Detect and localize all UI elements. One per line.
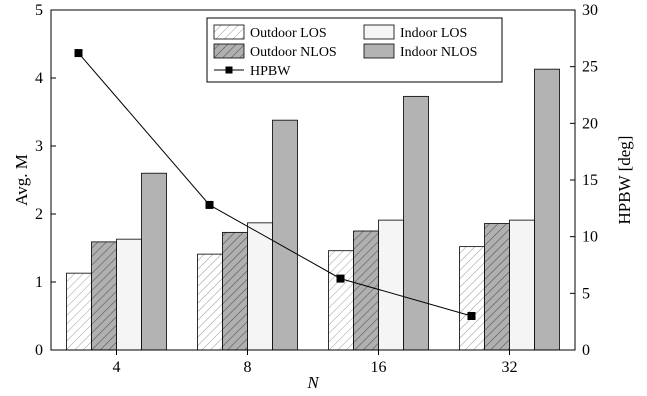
x-tick-label-8: 8 xyxy=(244,359,252,376)
left-tick-label-2: 2 xyxy=(35,206,43,223)
bar-indoor-nlos-16 xyxy=(403,95,429,351)
legend-swatch-indoor-nlos xyxy=(363,43,395,59)
bar-outdoor-los-32 xyxy=(459,246,485,351)
x-tick-label-16: 16 xyxy=(371,359,387,376)
bar-outdoor-los-16 xyxy=(328,250,354,351)
left-tick-label-0: 0 xyxy=(35,342,43,359)
right-tick-label-5: 5 xyxy=(582,285,590,302)
left-tick-label-4: 4 xyxy=(35,70,43,87)
bar-indoor-nlos-8 xyxy=(272,119,298,351)
hpbw-line xyxy=(78,52,472,317)
left-axis-title: Avg. M xyxy=(12,154,31,206)
x-tick-label-32: 32 xyxy=(502,359,518,376)
right-tick-label-30: 30 xyxy=(582,2,598,19)
right-tick-label-0: 0 xyxy=(582,342,590,359)
x-axis-title: N xyxy=(306,373,320,392)
bar-outdoor-nlos-16 xyxy=(353,230,379,351)
hpbw-line-group xyxy=(74,49,476,320)
legend-marker-hpbw xyxy=(225,66,233,74)
left-tick-label-1: 1 xyxy=(35,274,43,291)
bar-outdoor-los-8 xyxy=(197,253,223,351)
bar-indoor-los-16 xyxy=(378,219,404,351)
hpbw-point-4 xyxy=(74,49,83,58)
legend-label-indoor-los: Indoor LOS xyxy=(400,26,467,41)
legend-label-outdoor-nlos: Outdoor NLOS xyxy=(250,45,337,60)
hpbw-point-32 xyxy=(467,312,476,320)
left-tick-label-3: 3 xyxy=(35,138,43,155)
legend-swatch-outdoor-los xyxy=(213,24,245,40)
legend-label-indoor-nlos: Indoor NLOS xyxy=(400,45,477,60)
right-tick-label-10: 10 xyxy=(582,229,598,246)
right-tick-label-20: 20 xyxy=(582,115,598,132)
legend-label-hpbw: HPBW xyxy=(250,64,291,79)
legend-frame xyxy=(206,17,503,83)
bar-outdoor-los-4 xyxy=(66,272,92,351)
x-tick-label-4: 4 xyxy=(113,359,121,376)
right-tick-label-25: 25 xyxy=(582,59,598,76)
hpbw-point-8 xyxy=(205,200,214,209)
bar-outdoor-nlos-32 xyxy=(484,223,510,351)
bar-indoor-los-8 xyxy=(247,222,273,351)
hpbw-point-16 xyxy=(336,274,345,283)
right-axis-title: HPBW [deg] xyxy=(615,136,634,225)
bar-indoor-nlos-32 xyxy=(534,68,560,351)
bars-group xyxy=(66,68,560,351)
legend-swatch-indoor-los xyxy=(363,24,395,40)
right-tick-label-15: 15 xyxy=(582,172,598,189)
legend-label-outdoor-los: Outdoor LOS xyxy=(250,26,327,41)
axis-ticks-group: 0 1 2 3 4 5 0 5 10 15 20 25 30 4 8 16 32 xyxy=(35,2,598,376)
bar-outdoor-nlos-4 xyxy=(91,241,117,351)
left-tick-label-5: 5 xyxy=(35,2,43,19)
legend-swatch-outdoor-nlos xyxy=(213,43,245,59)
bar-outdoor-nlos-8 xyxy=(222,231,248,351)
legend: Outdoor LOS Indoor LOS Outdoor NLOS Indo… xyxy=(206,17,503,83)
bar-indoor-los-4 xyxy=(116,238,142,351)
bar-indoor-los-32 xyxy=(509,219,535,351)
bar-indoor-nlos-4 xyxy=(141,172,167,351)
